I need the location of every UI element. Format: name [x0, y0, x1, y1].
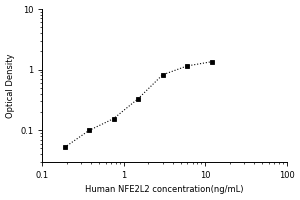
Y-axis label: Optical Density: Optical Density [6, 53, 15, 118]
X-axis label: Human NFE2L2 concentration(ng/mL): Human NFE2L2 concentration(ng/mL) [85, 185, 244, 194]
